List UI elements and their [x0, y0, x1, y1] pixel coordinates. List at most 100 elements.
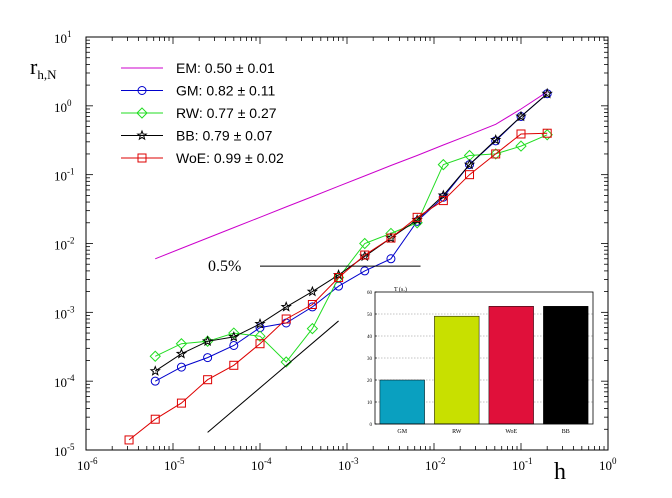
y-tick-label: 10-2 [54, 236, 75, 253]
legend-label: EM: 0.50 ± 0.01 [176, 60, 275, 76]
legend-entry-rw: RW: 0.77 ± 0.27 [121, 105, 277, 121]
inset-y-tick-label: 10 [367, 401, 373, 406]
series-line-woe [128, 132, 548, 441]
x-tick-label: 10-5 [164, 456, 185, 473]
data-point [306, 285, 319, 297]
annotation-layer: 0.5% [207, 258, 421, 433]
legend-entry-em: EM: 0.50 ± 0.01 [121, 60, 275, 76]
data-point [437, 158, 450, 171]
series-woe [124, 128, 552, 445]
data-point [149, 350, 161, 362]
legend-marker [136, 107, 148, 119]
data-point [254, 317, 266, 329]
legend: EM: 0.50 ± 0.01 GM: 0.82 ± 0.11 RW: 0.77 ±… [121, 60, 284, 166]
x-axis-label: h [554, 459, 566, 485]
data-point [201, 335, 214, 347]
inset-y-tick-label: 50 [367, 313, 373, 318]
data-point [150, 376, 160, 386]
y-tick-label: 101 [54, 29, 72, 46]
data-point [228, 327, 240, 339]
inset-y-tick-label: 0 [370, 423, 373, 428]
data-point [541, 87, 553, 99]
y-tick-label: 10-4 [54, 373, 75, 390]
data-point [255, 339, 265, 349]
legend-label: WoE: 0.99 ± 0.02 [176, 150, 284, 166]
inset-bar-bb [543, 306, 589, 425]
inset-y-tick-label: 30 [367, 357, 373, 362]
data-point [254, 330, 266, 342]
data-point [385, 232, 397, 243]
slope-guide-line [207, 320, 339, 433]
inset-category-label: BB [562, 429, 570, 435]
data-point [463, 158, 476, 170]
legend-entry-woe: WoE: 0.99 ± 0.02 [121, 150, 284, 166]
data-point [203, 353, 213, 363]
x-tick-label: 10-3 [338, 456, 359, 473]
data-point [281, 314, 291, 324]
inset-category-label: RW [452, 429, 462, 435]
data-point [176, 398, 186, 408]
data-point [411, 214, 423, 225]
data-point [280, 300, 292, 312]
y-tick-label: 10-1 [54, 167, 75, 184]
main-tick-labels: 10-6 10-5 10-4 10-3 10-2 10-1 10010-510-410-31… [54, 29, 617, 473]
data-point [124, 435, 134, 445]
data-point [359, 237, 371, 250]
data-point [360, 266, 370, 276]
inset-frame [374, 291, 594, 425]
legend-entry-bb: BB: 0.79 ± 0.07 [121, 128, 273, 144]
inset-bar-woe [488, 306, 534, 425]
y-tick-label: 10-3 [54, 304, 75, 321]
y-tick-label: 10-5 [54, 442, 75, 459]
data-point [149, 365, 161, 376]
data-point [306, 322, 319, 335]
data-point [516, 129, 526, 139]
series-em [155, 91, 548, 260]
legend-label: RW: 0.77 ± 0.27 [176, 105, 277, 121]
data-point [489, 148, 502, 160]
x-tick-label: 10-2 [425, 456, 446, 473]
data-point [203, 375, 213, 385]
data-point [490, 133, 502, 145]
inset-category-label: GM [397, 429, 407, 435]
data-point [229, 340, 239, 350]
main-axes-ticks [85, 36, 609, 451]
data-point [175, 347, 188, 359]
data-point [412, 212, 422, 222]
data-point [360, 250, 370, 260]
data-point [491, 149, 501, 159]
data-point [515, 110, 527, 122]
inset-y-tick-label: 40 [367, 335, 373, 340]
inset-category-label: WoE [505, 429, 517, 435]
x-tick-label: 100 [599, 456, 617, 473]
y-axis-label: rh,N [30, 54, 57, 82]
inset-y-tick-label: 60 [367, 291, 373, 296]
data-point [465, 170, 475, 180]
data-point [150, 414, 160, 424]
x-tick-label: 10-4 [251, 456, 272, 473]
data-point [359, 250, 371, 262]
data-point [334, 273, 344, 283]
inset-y-tick-label: 20 [367, 379, 373, 384]
data-point [386, 233, 396, 243]
data-point [332, 271, 345, 284]
data-point [491, 136, 501, 146]
series-line-rw [154, 134, 548, 363]
y-tick-label: 100 [54, 98, 72, 115]
legend-label: BB: 0.79 ± 0.07 [176, 128, 273, 144]
legend-marker [136, 129, 148, 141]
data-point [229, 360, 239, 370]
data-point [386, 254, 396, 264]
data-point [515, 140, 527, 152]
data-point [307, 299, 317, 309]
legend-entry-gm: GM: 0.82 ± 0.11 [121, 83, 275, 99]
data-point [228, 330, 240, 342]
inset-bar-rw [434, 315, 480, 425]
series-line-em [155, 91, 548, 260]
threshold-label: 0.5% [208, 258, 241, 275]
data-point [438, 196, 448, 206]
inset-bar-gm [379, 379, 425, 425]
data-point [176, 362, 186, 372]
data-point [437, 189, 449, 201]
